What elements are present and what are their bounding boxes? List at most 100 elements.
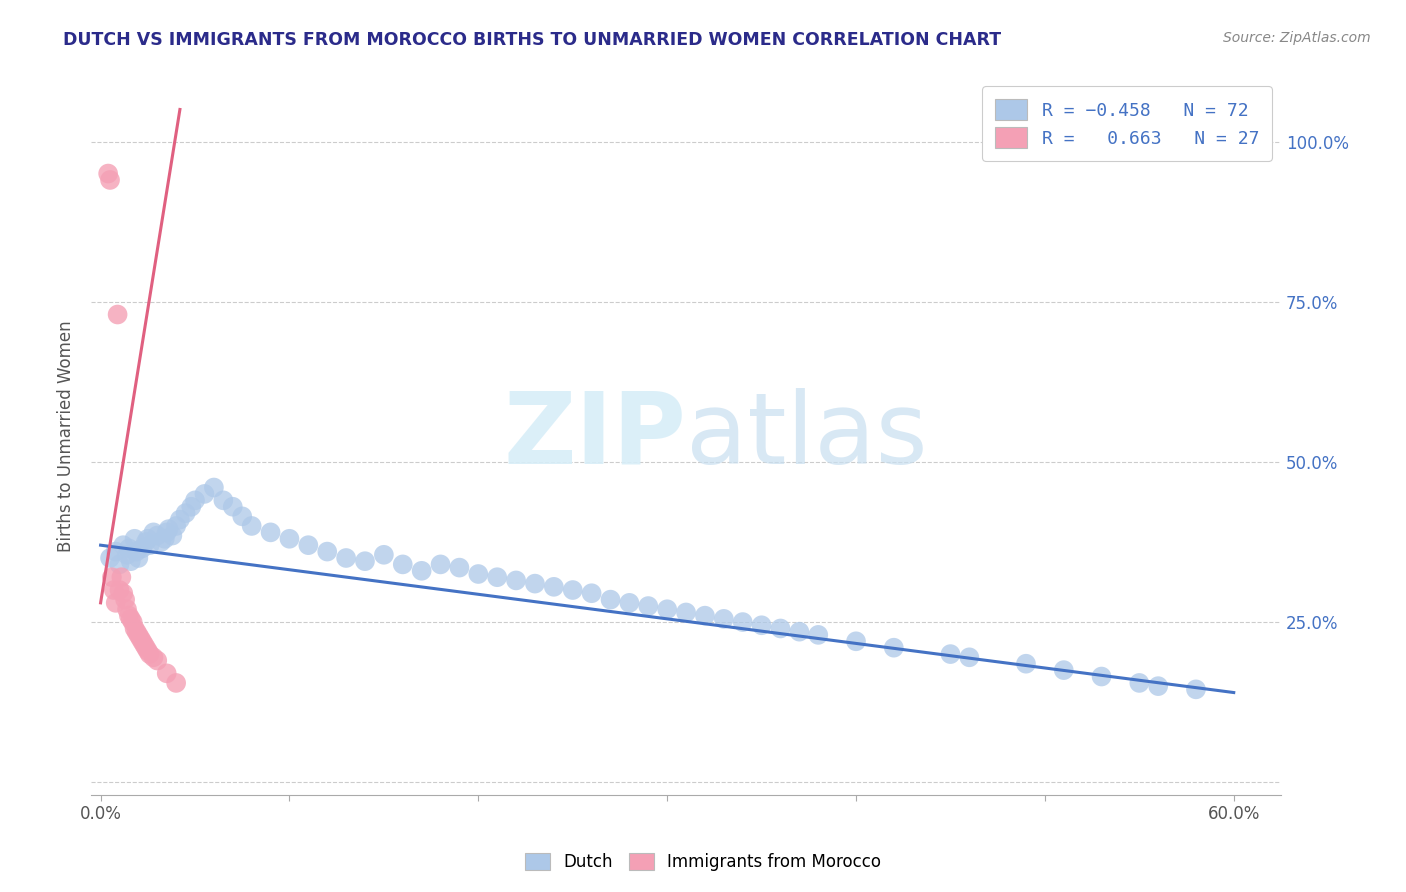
- Point: [118, 541, 141, 556]
- Point: [135, 640, 157, 655]
- Point: [354, 554, 377, 568]
- Point: [599, 592, 621, 607]
- Point: [110, 570, 132, 584]
- Point: [98, 551, 121, 566]
- Point: [146, 528, 169, 542]
- Point: [316, 544, 339, 558]
- Point: [174, 506, 197, 520]
- Point: [97, 167, 120, 181]
- Point: [373, 548, 395, 562]
- Point: [108, 558, 131, 572]
- Legend: R = −0.458   N = 72, R =   0.663   N = 27: R = −0.458 N = 72, R = 0.663 N = 27: [983, 87, 1272, 161]
- Point: [449, 560, 471, 574]
- Point: [142, 650, 165, 665]
- Point: [156, 525, 179, 540]
- Point: [505, 574, 527, 588]
- Point: [104, 544, 127, 558]
- Point: [115, 602, 138, 616]
- Point: [789, 624, 811, 639]
- Point: [259, 525, 281, 540]
- Point: [561, 582, 583, 597]
- Point: [939, 647, 962, 661]
- Point: [212, 493, 235, 508]
- Point: [124, 622, 146, 636]
- Point: [114, 592, 136, 607]
- Point: [429, 558, 451, 572]
- Point: [165, 519, 187, 533]
- Point: [135, 535, 157, 549]
- Point: [120, 554, 142, 568]
- Point: [131, 541, 153, 556]
- Point: [731, 615, 754, 629]
- Point: [101, 570, 124, 584]
- Point: [127, 628, 149, 642]
- Point: [619, 596, 641, 610]
- Point: [1185, 682, 1208, 697]
- Point: [1053, 663, 1076, 677]
- Point: [125, 624, 148, 639]
- Text: atlas: atlas: [686, 388, 928, 484]
- Point: [112, 538, 135, 552]
- Point: [883, 640, 905, 655]
- Point: [543, 580, 565, 594]
- Point: [104, 596, 127, 610]
- Point: [411, 564, 433, 578]
- Point: [153, 532, 176, 546]
- Point: [184, 493, 207, 508]
- Point: [132, 638, 155, 652]
- Point: [657, 602, 679, 616]
- Point: [157, 522, 180, 536]
- Point: [108, 582, 131, 597]
- Point: [751, 618, 773, 632]
- Point: [142, 525, 165, 540]
- Point: [278, 532, 301, 546]
- Point: [713, 612, 735, 626]
- Point: [169, 512, 191, 526]
- Point: [162, 528, 184, 542]
- Point: [1128, 676, 1150, 690]
- Point: [486, 570, 509, 584]
- Point: [98, 173, 121, 187]
- Point: [1147, 679, 1170, 693]
- Point: [467, 567, 489, 582]
- Point: [138, 647, 160, 661]
- Point: [112, 586, 135, 600]
- Point: [523, 576, 546, 591]
- Point: [297, 538, 319, 552]
- Point: [136, 532, 159, 546]
- Point: [1090, 669, 1112, 683]
- Point: [957, 650, 980, 665]
- Point: [202, 481, 225, 495]
- Point: [103, 582, 125, 597]
- Text: DUTCH VS IMMIGRANTS FROM MOROCCO BIRTHS TO UNMARRIED WOMEN CORRELATION CHART: DUTCH VS IMMIGRANTS FROM MOROCCO BIRTHS …: [63, 31, 1001, 49]
- Point: [156, 666, 179, 681]
- Point: [637, 599, 659, 613]
- Point: [165, 676, 187, 690]
- Point: [391, 558, 413, 572]
- Point: [240, 519, 263, 533]
- Point: [127, 551, 149, 566]
- Point: [675, 606, 697, 620]
- Point: [335, 551, 357, 566]
- Point: [807, 628, 830, 642]
- Text: Source: ZipAtlas.com: Source: ZipAtlas.com: [1223, 31, 1371, 45]
- Point: [125, 544, 148, 558]
- Point: [120, 612, 142, 626]
- Point: [131, 634, 153, 648]
- Point: [129, 631, 152, 645]
- Point: [115, 548, 138, 562]
- Point: [180, 500, 202, 514]
- Point: [231, 509, 253, 524]
- Point: [193, 487, 215, 501]
- Point: [222, 500, 245, 514]
- Point: [693, 608, 716, 623]
- Point: [581, 586, 603, 600]
- Point: [146, 653, 169, 667]
- Point: [118, 608, 141, 623]
- Point: [124, 532, 146, 546]
- Point: [107, 308, 129, 322]
- Y-axis label: Births to Unmarried Women: Births to Unmarried Women: [58, 320, 75, 552]
- Point: [136, 644, 159, 658]
- Point: [150, 535, 173, 549]
- Point: [1015, 657, 1038, 671]
